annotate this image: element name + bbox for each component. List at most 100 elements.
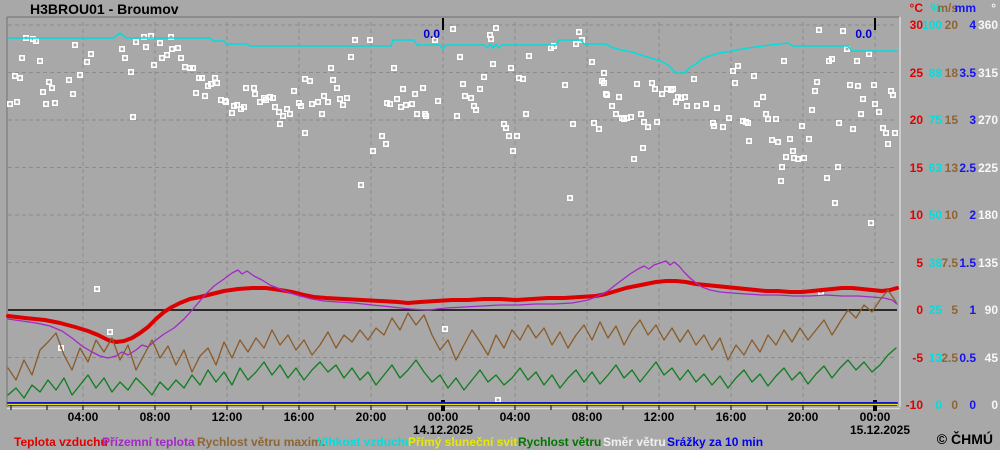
legend-item: Směr větru <box>603 435 666 449</box>
wind-direction-point <box>879 125 886 132</box>
wind-direction-point <box>828 55 835 62</box>
wind-direction-point <box>603 92 610 99</box>
wind-direction-point <box>815 26 822 33</box>
wind-direction-point <box>88 50 95 57</box>
axis-tick-value: -10 <box>905 398 923 412</box>
wind-direction-point <box>382 141 389 148</box>
axis-tick-value: 225 <box>977 160 998 175</box>
wind-direction-point <box>419 85 426 92</box>
axis-tick-value: 0 <box>935 398 942 412</box>
wind-direction-point <box>884 141 891 148</box>
wind-direction-point <box>600 70 607 77</box>
wind-direction-point <box>637 111 644 118</box>
wind-direction-point <box>889 92 896 99</box>
wind-direction-point <box>122 54 129 61</box>
wind-direction-point <box>857 111 864 118</box>
axis-tick-value: 0 <box>991 398 998 412</box>
axis-tick-value: 2.5 <box>941 350 958 365</box>
time-tick-label: 20:00 <box>787 410 819 424</box>
wind-direction-point <box>32 37 39 44</box>
wind-direction-point <box>759 94 766 101</box>
wind-direction-point <box>800 155 807 162</box>
axis-tick-value: 360 <box>977 18 998 32</box>
wind-direction-point <box>39 89 46 96</box>
wind-direction-point <box>492 24 499 31</box>
wind-direction-point <box>169 45 176 52</box>
wind-direction-point <box>159 54 166 61</box>
wind-direction-point <box>453 113 460 120</box>
wind-direction-point <box>431 36 438 43</box>
wind-direction-point <box>182 64 189 71</box>
wind-direction-point <box>369 148 376 155</box>
axis-tick-value: 135 <box>977 255 998 270</box>
wind-direction-point <box>762 111 769 118</box>
axis-tick-value: 315 <box>977 65 998 80</box>
axis-tick-value: 0.5 <box>959 350 976 365</box>
wind-direction-point <box>658 91 665 98</box>
wind-direction-point <box>753 101 760 108</box>
wind-direction-point <box>608 103 615 110</box>
wind-direction-point <box>168 33 175 40</box>
axis-tick-value: 20 <box>944 18 958 32</box>
wind-direction-point <box>865 50 872 57</box>
wind-direction-point <box>252 91 259 98</box>
axis-tick-value: 30 <box>909 18 923 32</box>
wind-direction-point <box>408 101 415 108</box>
wind-direction-point <box>702 101 709 108</box>
wind-direction-point <box>70 91 77 98</box>
wind-direction-point <box>208 81 215 88</box>
wind-direction-point <box>297 103 304 110</box>
wind-direction-point <box>133 38 140 45</box>
wind-direction-point <box>175 44 182 51</box>
wind-direction-point <box>16 75 23 82</box>
precip-total-label: 0.0 <box>855 27 872 41</box>
wind-direction-point <box>441 325 448 332</box>
wind-direction-point <box>347 53 354 60</box>
wind-direction-point <box>509 148 516 155</box>
axis-tick-value: 2.5 <box>959 160 976 175</box>
wind-direction-point <box>190 65 197 72</box>
wind-direction-point <box>590 120 597 127</box>
wind-direction-point <box>725 115 732 122</box>
axis-tick-value: 25 <box>909 65 923 80</box>
wind-direction-point <box>870 82 877 89</box>
wind-direction-point <box>411 91 418 98</box>
wind-direction-point <box>522 111 529 118</box>
axis-tick-value: 7.5 <box>941 255 958 270</box>
wind-direction-point <box>588 58 595 65</box>
wind-direction-point <box>633 81 640 88</box>
wind-direction-point <box>627 114 634 121</box>
wind-direction-point <box>780 57 787 64</box>
wind-direction-point <box>393 96 400 103</box>
wind-direction-point <box>831 200 838 207</box>
wind-direction-point <box>672 99 679 106</box>
wind-direction-point <box>301 76 308 83</box>
wind-direction-point <box>875 109 882 116</box>
wind-direction-point <box>480 74 487 81</box>
wind-direction-point <box>846 82 853 89</box>
legend-item: Srážky za 10 min <box>667 435 764 449</box>
wind-direction-point <box>572 40 579 47</box>
axis-tick-value: 45 <box>984 350 998 365</box>
wind-direction-point <box>600 80 607 87</box>
wind-direction-point <box>378 133 385 140</box>
axis-tick-value: 0 <box>951 398 958 412</box>
wind-direction-point <box>366 36 373 43</box>
wind-direction-point <box>713 105 720 112</box>
wind-direction-point <box>566 195 573 202</box>
wind-direction-point <box>461 93 468 100</box>
axis-tick-value: 63 <box>928 160 942 175</box>
wind-direction-point <box>768 137 775 144</box>
axis-tick-value: 15 <box>909 160 923 175</box>
wind-direction-point <box>413 111 420 118</box>
wind-direction-point <box>891 130 898 137</box>
wind-direction-point <box>731 80 738 87</box>
wind-direction-point <box>318 111 325 118</box>
axis-tick-value: 4 <box>969 18 976 32</box>
wind-direction-point <box>279 113 286 120</box>
wind-direction-point <box>575 28 582 35</box>
wind-direction-point <box>222 98 229 105</box>
wind-direction-point <box>271 104 278 111</box>
wind-direction-point <box>505 133 512 140</box>
